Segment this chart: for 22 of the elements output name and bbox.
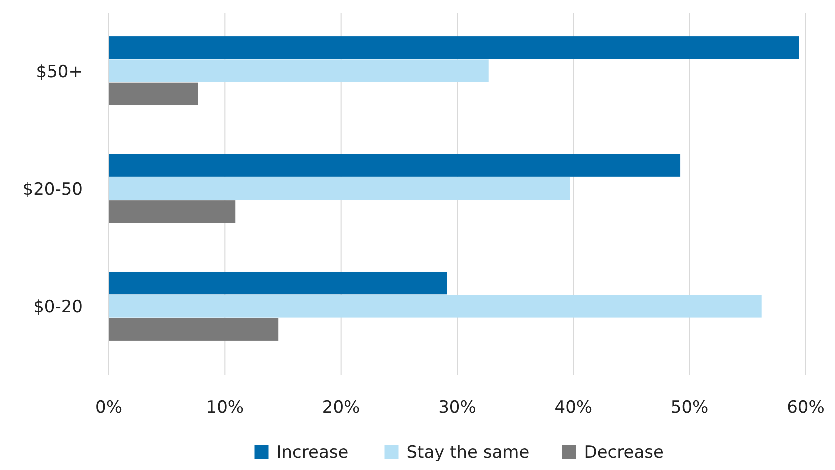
bar: [109, 60, 489, 82]
bar: [109, 177, 570, 200]
y-tick-label: $20-50: [22, 180, 83, 200]
x-tick-label: 10%: [206, 398, 244, 418]
legend-label: Decrease: [584, 443, 664, 463]
legend-label: Stay the same: [406, 443, 530, 463]
bar: [109, 295, 762, 318]
x-tick-label: 50%: [670, 398, 709, 418]
x-tick-label: 40%: [554, 398, 593, 418]
x-tick-label: 0%: [96, 398, 122, 418]
bar: [109, 272, 448, 295]
bar: [109, 154, 681, 177]
bar: [109, 200, 236, 224]
y-tick-label: $50+: [36, 62, 83, 82]
x-tick-label: 20%: [322, 398, 360, 418]
x-tick-label: 60%: [787, 398, 825, 418]
bar: [109, 82, 198, 106]
y-tick-label: $0-20: [34, 298, 83, 318]
bar: [109, 36, 800, 60]
x-tick-label: 30%: [438, 398, 476, 418]
bar: [109, 318, 279, 341]
legend-label: Increase: [276, 443, 349, 463]
